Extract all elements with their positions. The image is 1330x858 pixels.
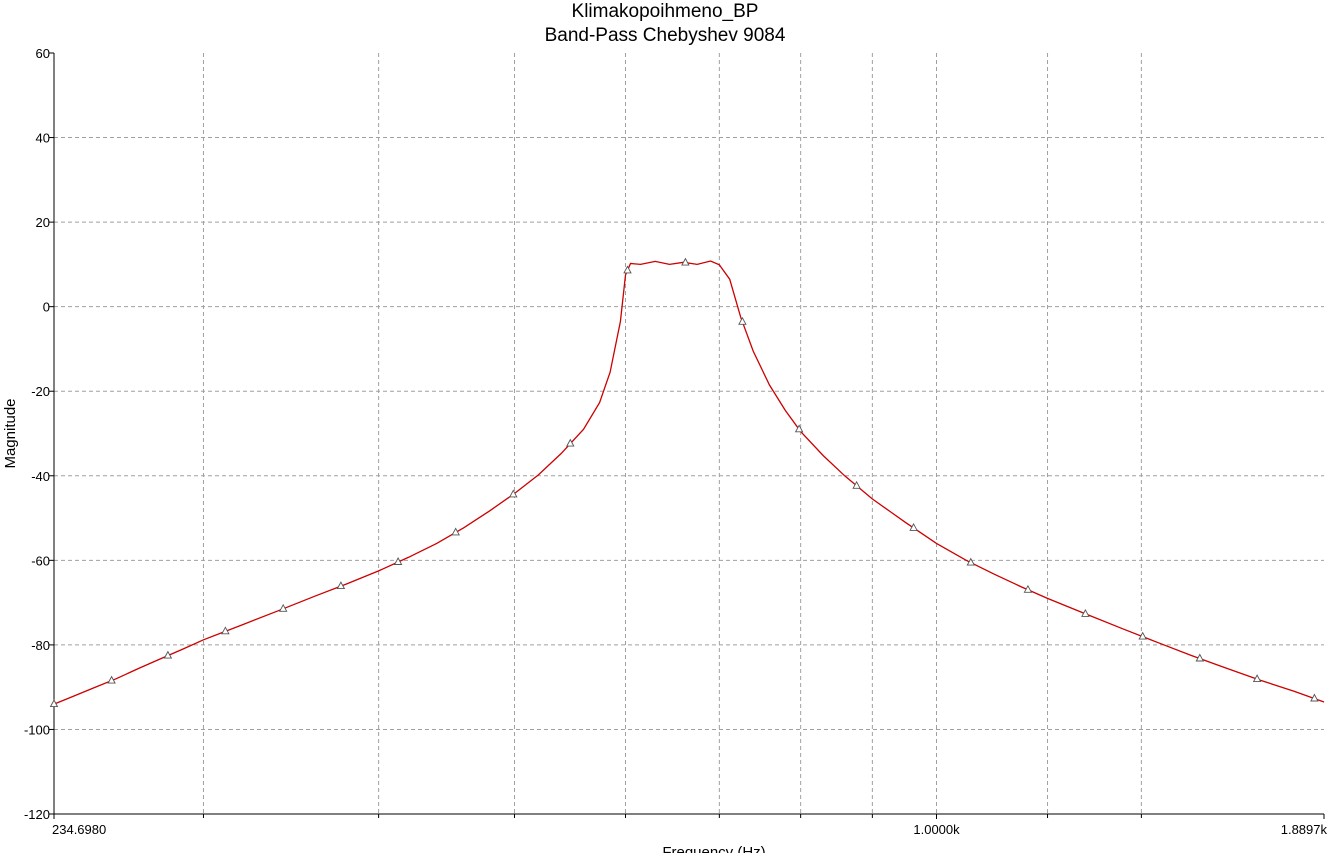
y-tick-label: -40 bbox=[31, 469, 50, 484]
y-tick-label: -60 bbox=[31, 553, 50, 568]
data-marker bbox=[393, 557, 403, 565]
y-tick-label: 60 bbox=[36, 46, 50, 61]
data-marker bbox=[623, 265, 632, 274]
data-marker bbox=[566, 438, 575, 447]
data-marker bbox=[163, 650, 173, 659]
data-marker bbox=[909, 522, 918, 531]
data-marker bbox=[278, 603, 288, 612]
data-marker bbox=[107, 675, 116, 684]
data-marker bbox=[336, 581, 346, 590]
y-tick-label: -80 bbox=[31, 638, 50, 653]
y-tick-label: 40 bbox=[36, 131, 50, 146]
data-marker bbox=[509, 489, 518, 498]
data-marker bbox=[681, 257, 690, 266]
x-tick-label: 1.8897k bbox=[1281, 822, 1328, 837]
data-marker bbox=[1252, 674, 1262, 683]
data-marker bbox=[794, 424, 804, 433]
chart-subtitle: Band-Pass Chebyshev 9084 bbox=[544, 25, 786, 46]
data-marker bbox=[966, 557, 976, 566]
data-marker bbox=[1081, 608, 1090, 617]
x-axis-label: Frequency (Hz) bbox=[662, 844, 765, 853]
y-tick-label: 0 bbox=[43, 300, 50, 315]
y-tick-label: -100 bbox=[24, 722, 50, 737]
series-line bbox=[53, 260, 1325, 705]
data-marker bbox=[451, 527, 460, 536]
data-marker bbox=[1023, 584, 1033, 593]
data-marker bbox=[49, 699, 59, 708]
data-marker bbox=[221, 626, 230, 635]
data-marker bbox=[1310, 693, 1319, 702]
y-tick-label: 20 bbox=[36, 215, 50, 230]
data-marker bbox=[852, 480, 861, 489]
chart-title: Klimakopoihmeno_BP bbox=[571, 1, 759, 22]
data-marker bbox=[1195, 653, 1205, 662]
x-tick-label: 1.0000k bbox=[913, 822, 960, 837]
y-tick-label: -20 bbox=[31, 384, 50, 399]
y-tick-label: -120 bbox=[24, 807, 50, 822]
data-marker bbox=[1138, 631, 1147, 640]
x-tick-label: 234.6980 bbox=[52, 822, 106, 837]
data-marker bbox=[738, 316, 747, 325]
y-axis-label: Magnitude bbox=[2, 398, 19, 468]
